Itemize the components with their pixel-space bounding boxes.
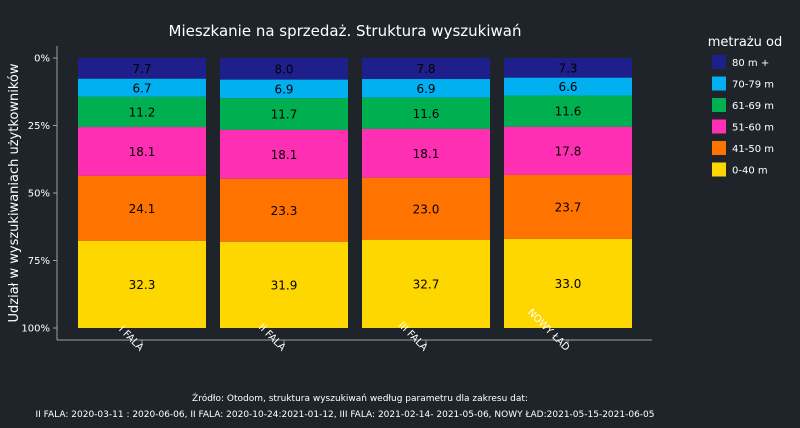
data-label: 23.7 [555,200,582,214]
plot-area: 0% 25% 50% 75% 100% 7.7 6.7 11.2 18.1 24.1 32.3 I F… [21,46,652,354]
x-tick-label: I FALA [116,324,145,353]
bar-segment [220,58,348,80]
source-note-line-1: Źródło: Otodom, struktura wyszukiwań wed… [192,392,528,404]
legend-label: 51-60 m [732,123,774,134]
data-label: 6.6 [558,80,577,94]
data-label: 11.6 [413,107,440,121]
data-label: 32.7 [413,277,440,291]
legend-label: 0-40 m [732,166,768,177]
bar-segment [220,98,348,130]
data-label: 7.3 [558,61,577,75]
data-label: 8.0 [274,62,293,76]
y-axis-label: Udział w wyszukiwaniach użytkowników [7,63,22,322]
y-tick-label: 75% [28,256,50,267]
bar-segment [78,78,206,97]
y-tick-label: 0% [34,54,50,65]
bar-segment [362,177,490,240]
bar-segment [78,175,206,241]
legend-label: 70-79 m [732,80,774,91]
bar-segment [504,95,632,127]
bar-segment [220,79,348,99]
legend-label: 61-69 m [732,101,774,112]
y-tick-label: 50% [28,189,50,200]
y-tick-label: 100% [21,324,50,335]
data-label: 24.1 [129,202,156,216]
bar-segment [362,128,490,178]
bar-segment [504,174,632,239]
legend-title: metrażu od [708,35,782,50]
legend-swatch [712,76,726,91]
data-label: 23.3 [271,204,298,218]
data-label: 18.1 [271,148,298,162]
bar-segment [220,178,348,242]
bar-segment [78,58,206,79]
data-label: 11.2 [129,105,156,119]
legend-swatch [712,162,726,177]
legend-swatch [712,98,726,112]
data-label: 11.7 [271,108,298,122]
data-label: 6.7 [132,81,151,95]
legend-swatch [712,119,726,134]
chart-title: Mieszkanie na sprzedaż. Struktura wyszuk… [169,22,522,40]
data-label: 6.9 [274,82,293,96]
data-label: 11.6 [555,105,582,119]
data-label: 31.9 [271,278,298,292]
data-label: 33.0 [555,277,582,291]
y-tick-label: 25% [28,121,50,132]
data-label: 6.9 [416,82,435,96]
data-label: 23.0 [413,202,440,216]
bar-segment [220,129,348,179]
bar-segment [362,79,490,98]
legend-label: 80 m + [732,58,769,69]
legend-label: 41-50 m [732,144,774,155]
bar-segment [78,240,206,328]
source-note-line-2: II FALA: 2020-03-11 : 2020-06-06, II FAL… [35,410,654,420]
data-label: 7.8 [416,62,435,76]
bar-segment [504,58,632,78]
bar-segment [220,241,348,328]
bar-segment [504,238,632,328]
data-label: 18.1 [129,145,156,159]
bar-segment [504,126,632,175]
bar-segment [362,97,490,129]
data-label: 18.1 [413,147,440,161]
bar-segment [504,77,632,96]
legend: metrażu od 80 m + 70-79 m 61-69 m 51-60 m 41-… [708,35,782,177]
legend-swatch [712,141,726,155]
bar-segment [78,127,206,176]
bar-segment [78,96,206,128]
legend-swatch [712,55,726,69]
bar-segment [362,239,490,328]
data-label: 32.3 [129,278,156,292]
data-label: 17.8 [555,144,582,158]
bar-segment [362,58,490,80]
data-label: 7.7 [132,62,151,76]
